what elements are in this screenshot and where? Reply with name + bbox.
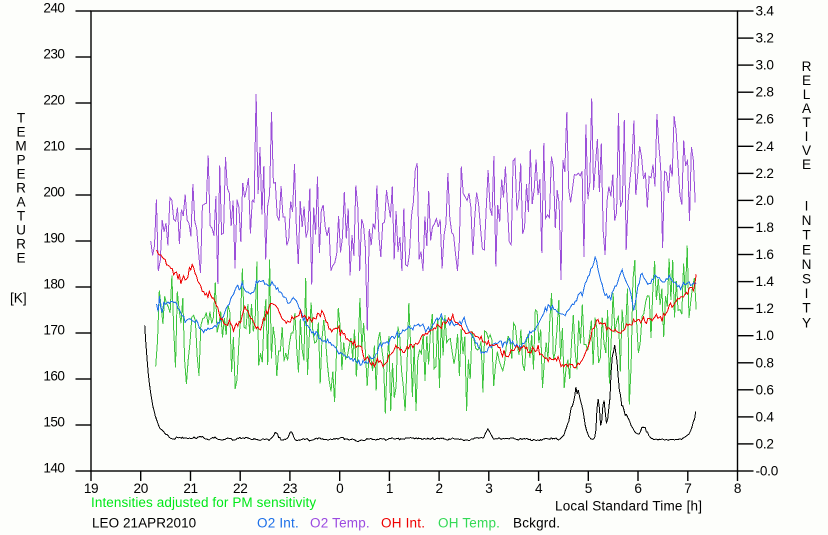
svg-text:T: T: [802, 115, 810, 130]
svg-text:O2 Int.: O2 Int.: [257, 516, 299, 531]
svg-text:R: R: [16, 180, 26, 195]
svg-text:-0.0: -0.0: [756, 464, 779, 479]
svg-text:L: L: [803, 87, 811, 102]
svg-text:0: 0: [336, 481, 344, 496]
svg-text:I: I: [805, 129, 809, 144]
svg-text:Y: Y: [802, 315, 811, 330]
svg-text:23: 23: [283, 481, 297, 496]
svg-text:[K]: [K]: [10, 291, 27, 306]
svg-text:3: 3: [485, 481, 492, 496]
svg-text:1.4: 1.4: [756, 274, 775, 289]
svg-text:2.0: 2.0: [756, 193, 775, 208]
svg-text:A: A: [16, 194, 26, 209]
svg-text:R: R: [16, 237, 26, 252]
svg-text:T: T: [17, 110, 25, 125]
svg-text:E: E: [16, 251, 25, 266]
svg-text:210: 210: [43, 139, 65, 154]
svg-text:140: 140: [43, 461, 65, 476]
svg-text:E: E: [16, 124, 25, 139]
svg-text:P: P: [16, 152, 25, 167]
svg-text:2.8: 2.8: [756, 85, 774, 100]
svg-text:0.6: 0.6: [756, 382, 774, 397]
svg-text:0.8: 0.8: [756, 355, 774, 370]
svg-text:20: 20: [134, 481, 149, 496]
svg-text:1.0: 1.0: [756, 328, 775, 343]
svg-text:240: 240: [43, 1, 65, 16]
svg-text:6: 6: [634, 481, 641, 496]
svg-text:R: R: [802, 59, 812, 74]
svg-text:2: 2: [436, 481, 443, 496]
svg-text:Bckgrd.: Bckgrd.: [513, 516, 560, 531]
svg-text:230: 230: [43, 47, 65, 62]
svg-text:OH Int.: OH Int.: [381, 516, 425, 531]
svg-text:2.6: 2.6: [756, 112, 774, 127]
svg-text:0.4: 0.4: [756, 409, 775, 424]
svg-text:N: N: [802, 257, 812, 272]
svg-text:T: T: [802, 228, 810, 243]
svg-text:19: 19: [84, 481, 98, 496]
svg-text:Local Standard Time [h]: Local Standard Time [h]: [555, 499, 702, 514]
svg-text:E: E: [16, 166, 25, 181]
svg-text:3.0: 3.0: [756, 58, 775, 73]
svg-text:V: V: [802, 143, 811, 158]
svg-text:N: N: [802, 213, 812, 228]
svg-text:1: 1: [386, 481, 393, 496]
svg-text:T: T: [802, 301, 810, 316]
svg-text:3.4: 3.4: [756, 4, 775, 19]
svg-text:21: 21: [183, 481, 197, 496]
svg-text:S: S: [802, 272, 811, 287]
svg-text:E: E: [802, 242, 811, 257]
svg-text:180: 180: [43, 277, 65, 292]
svg-text:150: 150: [43, 415, 65, 430]
svg-text:I: I: [805, 286, 809, 301]
svg-text:2.4: 2.4: [756, 139, 775, 154]
svg-text:A: A: [802, 101, 812, 116]
svg-text:E: E: [802, 73, 811, 88]
svg-text:160: 160: [43, 369, 65, 384]
svg-text:OH Temp.: OH Temp.: [438, 516, 500, 531]
svg-text:1.6: 1.6: [756, 247, 774, 262]
svg-text:7: 7: [684, 481, 691, 496]
svg-text:22: 22: [233, 481, 247, 496]
svg-text:I: I: [805, 198, 809, 213]
svg-text:200: 200: [43, 185, 65, 200]
svg-text:LEO 21APR2010: LEO 21APR2010: [92, 516, 196, 531]
svg-text:1.2: 1.2: [756, 301, 774, 316]
svg-text:2.2: 2.2: [756, 166, 774, 181]
svg-text:O2 Temp.: O2 Temp.: [310, 516, 370, 531]
svg-text:3.2: 3.2: [756, 31, 774, 46]
svg-text:U: U: [16, 223, 26, 238]
svg-text:1.8: 1.8: [756, 220, 774, 235]
svg-text:8: 8: [734, 481, 741, 496]
svg-text:Intensities adjusted for PM se: Intensities adjusted for PM sensitivity: [91, 495, 316, 510]
svg-text:220: 220: [43, 93, 65, 108]
svg-text:170: 170: [43, 323, 65, 338]
svg-text:190: 190: [43, 231, 65, 246]
svg-text:5: 5: [585, 481, 592, 496]
svg-text:E: E: [802, 157, 811, 172]
svg-text:0.2: 0.2: [756, 436, 774, 451]
svg-text:4: 4: [535, 481, 543, 496]
svg-text:T: T: [17, 208, 25, 223]
svg-text:M: M: [15, 138, 26, 153]
